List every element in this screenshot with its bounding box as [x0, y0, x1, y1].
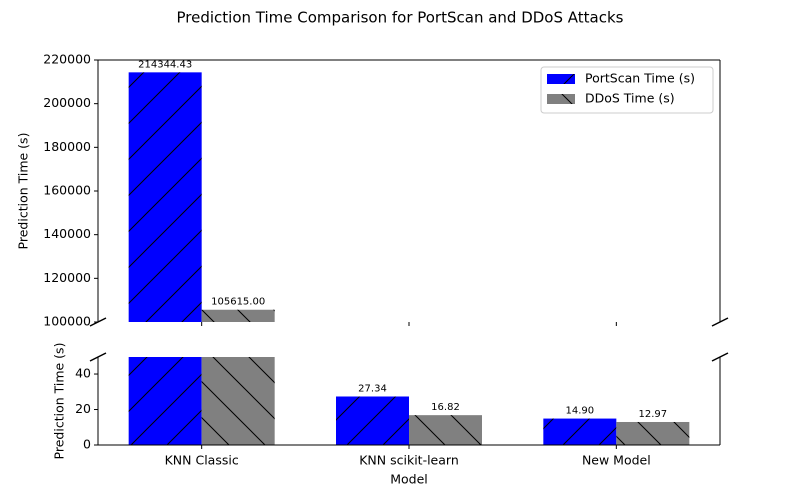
bar-hatch	[128, 357, 202, 445]
y-tick-label: 120000	[43, 270, 91, 285]
break-mark	[89, 352, 107, 362]
legend-swatch-hatch	[547, 74, 575, 84]
break-mark	[89, 317, 107, 327]
y-axis-label: Prediction Time (s)	[16, 133, 31, 250]
data-label: 214344.43	[138, 59, 192, 70]
data-label: 16.82	[431, 402, 460, 413]
x-tick-label: KNN Classic	[165, 453, 239, 468]
y-tick-label: 180000	[43, 139, 91, 154]
y-tick-label: 100000	[43, 314, 91, 329]
data-label: 105615.00	[211, 297, 265, 308]
legend-label: DDoS Time (s)	[585, 91, 675, 106]
break-mark	[711, 352, 729, 362]
x-tick-label: KNN scikit-learn	[359, 453, 459, 468]
x-axis-label: Model	[390, 472, 428, 487]
legend-frame	[540, 66, 714, 114]
data-label: 14.90	[566, 406, 595, 417]
panel	[128, 72, 275, 322]
y-tick-label: 200000	[43, 95, 91, 110]
y-tick-label: 40	[75, 366, 91, 381]
legend-swatch-hatch	[547, 94, 575, 104]
legend-label: PortScan Time (s)	[585, 71, 695, 86]
chart-title: Prediction Time Comparison for PortScan …	[177, 9, 624, 27]
y-tick-label: 140000	[43, 226, 91, 241]
break-mark	[711, 317, 729, 327]
data-label: 12.97	[639, 409, 668, 420]
y-tick-label: 0	[83, 437, 91, 452]
y-tick-label: 160000	[43, 183, 91, 198]
bar-hatch	[336, 396, 409, 445]
y-tick-label: 20	[75, 401, 91, 416]
panel	[128, 357, 690, 445]
y-tick-label: 220000	[43, 52, 91, 67]
bar-hatch	[616, 421, 690, 445]
bar-hatch	[201, 309, 275, 322]
bar-hatch	[543, 418, 617, 445]
x-tick-label: New Model	[582, 453, 651, 468]
data-label: 27.34	[358, 383, 387, 394]
bar-hatch	[128, 72, 202, 322]
bar-hatch	[201, 357, 275, 445]
y-axis-label: Prediction Time (s)	[52, 343, 67, 460]
bar-hatch	[409, 415, 482, 445]
legend: PortScan Time (s) DDoS Time (s)	[540, 66, 714, 114]
